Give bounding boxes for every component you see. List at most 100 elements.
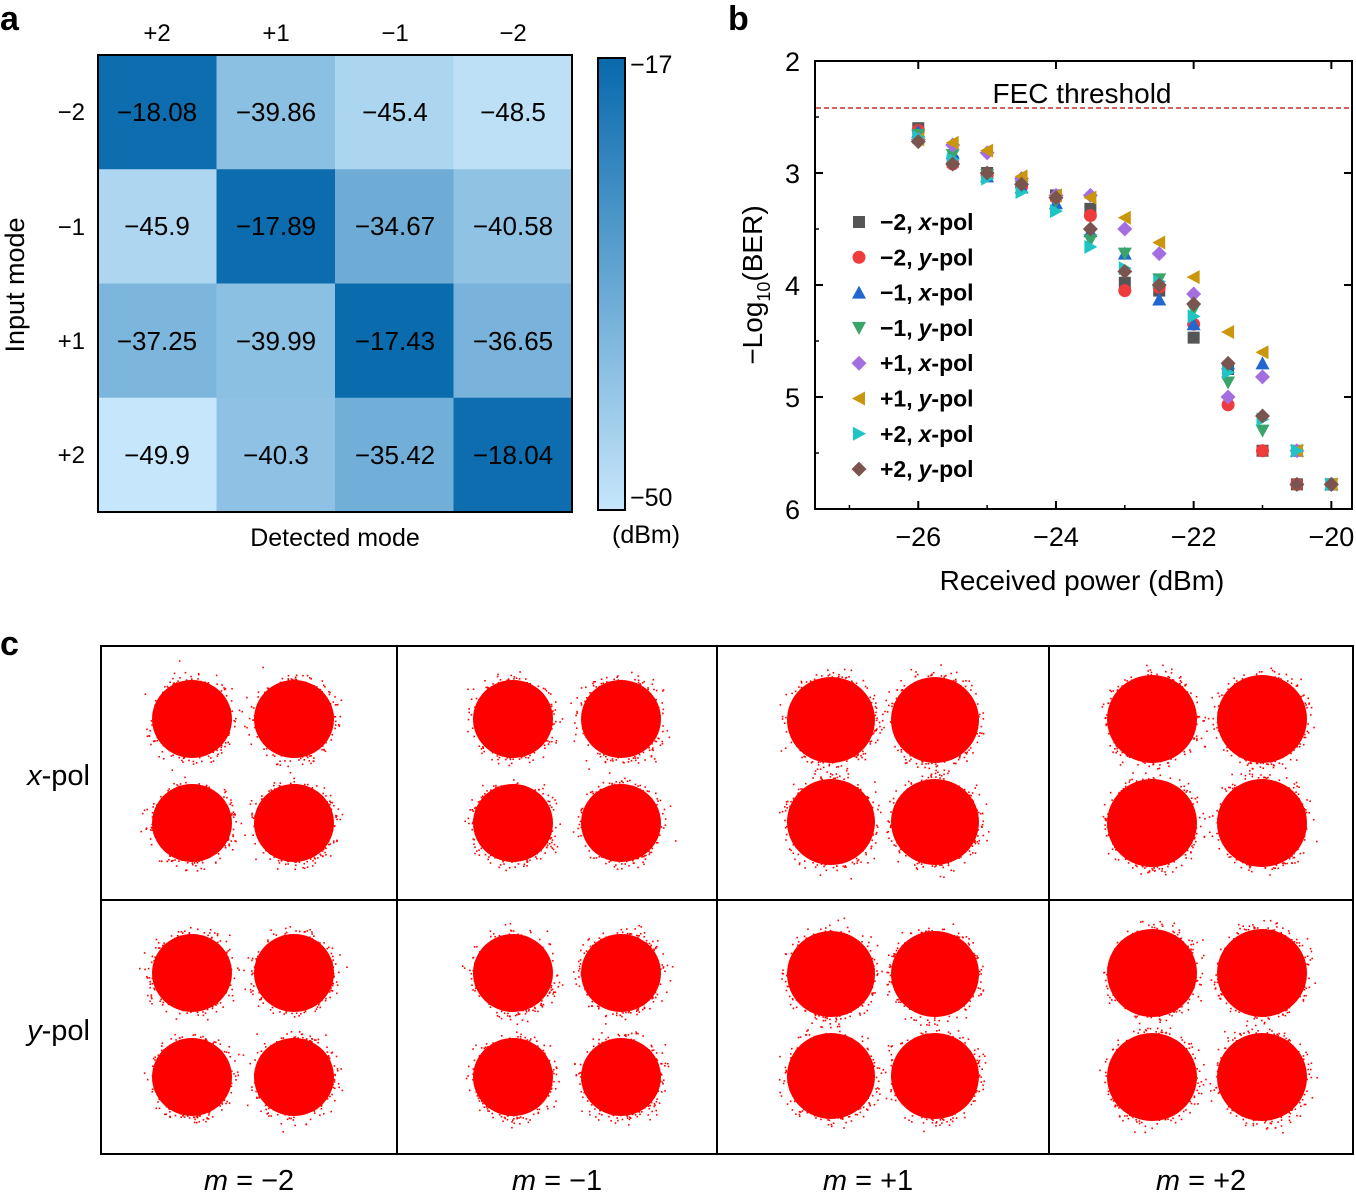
constellation-point xyxy=(334,727,336,730)
constellation-point xyxy=(799,1048,801,1050)
constellation-point xyxy=(523,865,525,867)
constellation-point xyxy=(826,1015,828,1018)
constellation-point xyxy=(143,952,146,954)
constellation-point xyxy=(857,852,860,855)
constellation-point xyxy=(857,942,860,945)
constellation-point xyxy=(926,1023,928,1026)
constellation-point xyxy=(162,757,165,760)
constellation-point xyxy=(554,720,557,723)
constellation-point xyxy=(968,695,971,698)
constellation-point xyxy=(548,800,551,803)
constellation-point xyxy=(964,1042,966,1044)
constellation-point xyxy=(664,818,667,820)
constellation-point xyxy=(288,1117,291,1119)
constellation-point xyxy=(312,860,314,862)
constellation-point xyxy=(154,822,157,825)
constellation-point xyxy=(589,692,591,694)
constellation-point xyxy=(795,995,798,997)
constellation-point xyxy=(321,1052,323,1055)
constellation-point xyxy=(232,816,235,819)
constellation-point xyxy=(518,785,521,788)
constellation-point xyxy=(1131,860,1134,863)
constellation-point xyxy=(804,867,806,869)
heatmap-frame xyxy=(97,54,573,513)
constellation-point xyxy=(1217,832,1220,834)
constellation-point xyxy=(865,853,867,856)
constellation-point xyxy=(268,1115,270,1117)
constellation-point xyxy=(824,863,826,866)
constellation-point xyxy=(837,1117,840,1119)
constellation-point xyxy=(173,782,175,785)
constellation-point xyxy=(1279,784,1282,787)
constellation-point xyxy=(476,961,478,963)
constellation-point xyxy=(976,1080,979,1083)
constellation-point xyxy=(515,1037,518,1040)
constellation-point xyxy=(1219,705,1222,708)
constellation-point xyxy=(656,945,658,948)
constellation-point xyxy=(901,688,904,691)
constellation-point xyxy=(1192,985,1195,987)
constellation-point xyxy=(223,796,225,798)
constellation-point xyxy=(1195,695,1198,698)
constellation-point xyxy=(970,1103,973,1106)
constellation-point xyxy=(816,768,819,771)
constellation-point xyxy=(295,1038,298,1040)
constellation-point xyxy=(531,789,533,791)
constellation-point xyxy=(898,1055,901,1058)
constellation-point xyxy=(789,724,791,727)
constellation-point xyxy=(847,784,850,787)
constellation-point xyxy=(332,1086,335,1089)
constellation-point xyxy=(899,803,901,806)
constellation-point xyxy=(474,973,476,975)
constellation-point xyxy=(478,702,481,705)
constellation-point xyxy=(1239,683,1242,686)
constellation-point xyxy=(510,935,513,937)
constellation-point xyxy=(911,1115,914,1117)
constellation-point xyxy=(325,739,328,741)
constellation-point xyxy=(151,829,154,832)
constellation-point xyxy=(155,938,158,941)
constellation-point xyxy=(490,747,492,750)
constellation-cluster xyxy=(473,1038,553,1116)
constellation-point xyxy=(512,930,515,932)
constellation-point xyxy=(1223,694,1226,697)
constellation-point xyxy=(480,1058,482,1061)
constellation-point xyxy=(844,1017,847,1020)
constellation-point xyxy=(224,845,227,847)
constellation-point xyxy=(1150,671,1153,674)
constellation-point xyxy=(482,742,485,744)
constellation-point xyxy=(1247,862,1250,865)
constellation-point xyxy=(198,756,201,759)
constellation-point xyxy=(329,691,331,694)
constellation-point xyxy=(1225,803,1227,806)
constellation-point xyxy=(169,748,171,751)
constellation-point xyxy=(611,758,614,760)
constellation-point xyxy=(933,1019,936,1022)
constellation-point xyxy=(307,783,309,786)
constellation-point xyxy=(482,739,484,741)
constellation-point xyxy=(1173,1011,1175,1014)
constellation-point xyxy=(819,760,822,763)
constellation-point xyxy=(575,983,578,985)
constellation-point xyxy=(833,761,835,764)
constellation-point xyxy=(522,785,525,787)
constellation-point xyxy=(1273,758,1276,761)
constellation-point xyxy=(789,979,791,982)
constellation-point xyxy=(872,801,874,804)
constellation-point xyxy=(552,1068,555,1071)
constellation-point xyxy=(662,1079,665,1082)
constellation-point xyxy=(299,930,301,933)
constellation-point xyxy=(283,1013,286,1015)
constellation-point xyxy=(309,1040,312,1042)
constellation-point xyxy=(655,1052,658,1054)
data-point xyxy=(980,143,994,158)
constellation-point xyxy=(491,942,493,945)
constellation-point xyxy=(1179,941,1182,944)
constellation-point xyxy=(1244,778,1247,780)
constellation-point xyxy=(244,988,247,991)
constellation-point xyxy=(262,1096,264,1098)
constellation-point xyxy=(1226,741,1228,744)
heatmap-cell xyxy=(98,169,217,284)
constellation-point xyxy=(198,1120,200,1123)
constellation-point xyxy=(155,731,158,733)
